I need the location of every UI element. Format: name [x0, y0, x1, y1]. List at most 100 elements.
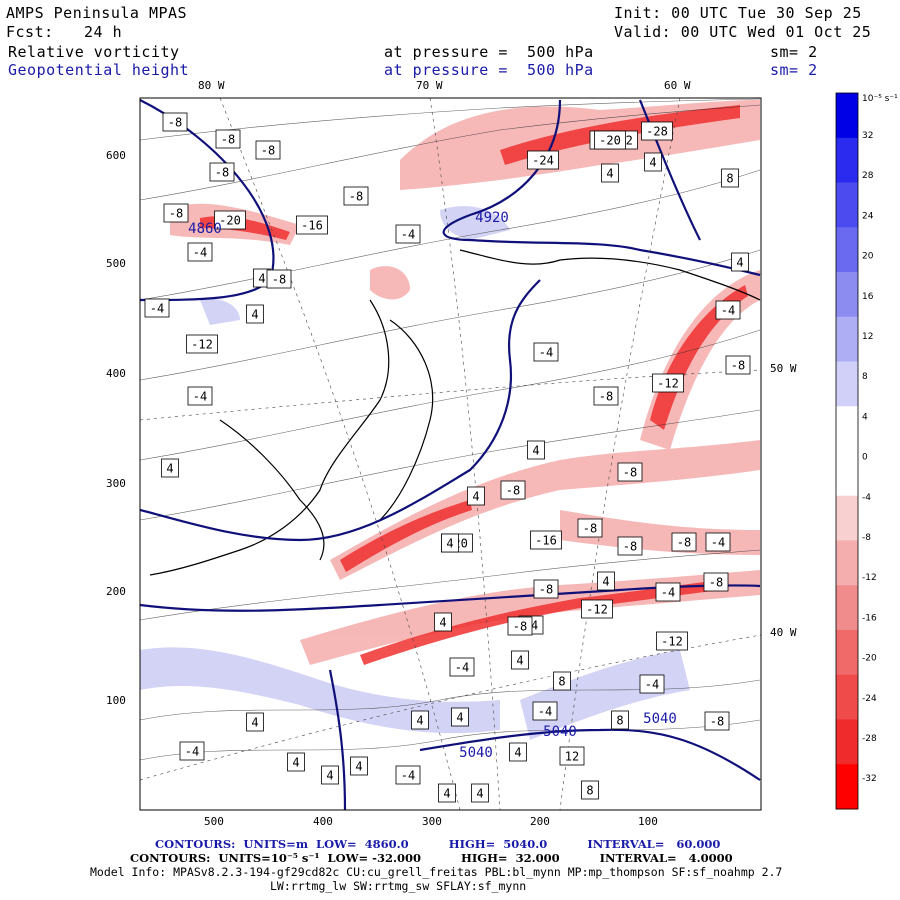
svg-text:-8: -8: [349, 190, 363, 204]
svg-text:-12: -12: [191, 338, 213, 352]
contour-label: -4: [187, 386, 213, 406]
svg-text:4: 4: [355, 760, 362, 774]
field1-name: Relative vorticity: [8, 43, 180, 61]
colorbar-swatch: [836, 764, 858, 810]
contour-label: -4: [532, 701, 558, 721]
colorbar-tick-label: 16: [862, 292, 874, 302]
svg-text:-16: -16: [535, 534, 557, 548]
svg-text:4: 4: [443, 787, 450, 801]
height-label: 4860: [188, 221, 222, 237]
y-tick-100: 100: [106, 694, 126, 707]
svg-text:-4: -4: [401, 228, 415, 242]
colorbar-swatch: [836, 585, 858, 631]
field1-smoothing: sm= 2: [770, 43, 818, 61]
contour-label: -20: [214, 210, 246, 230]
contour-label: 4: [246, 304, 264, 324]
contour-label: -4: [395, 765, 421, 785]
svg-text:-4: -4: [185, 745, 199, 759]
colorbar-swatch: [836, 495, 858, 541]
contour-label: 4: [511, 650, 529, 670]
colorbar-tick-label: 20: [862, 252, 874, 262]
contour-label: 4: [731, 252, 749, 272]
valid-time: Valid: 00 UTC Wed 01 Oct 25: [614, 23, 872, 41]
colorbar-tick-label: -16: [862, 613, 877, 623]
colorbar-swatch: [836, 719, 858, 765]
contour-label: -16: [530, 530, 562, 550]
contour-label: -16: [296, 215, 328, 235]
contour-label: -12: [186, 334, 218, 354]
colorbar-unit: 10⁻⁵ s⁻¹: [862, 94, 898, 104]
colorbar-tick-label: 24: [862, 211, 874, 221]
colorbar-tick-label: 12: [862, 332, 873, 342]
geopotential-contours: [140, 99, 761, 810]
contour-label: -8: [593, 386, 619, 406]
height-label: 5040: [543, 724, 577, 740]
svg-text:-4: -4: [721, 304, 735, 318]
svg-text:4: 4: [476, 787, 483, 801]
colorbar-tick-label: -24: [862, 694, 877, 704]
x-tick-500: 500: [204, 815, 224, 828]
contour-label: -4: [533, 342, 559, 362]
svg-text:-4: -4: [193, 390, 207, 404]
svg-text:-28: -28: [646, 125, 668, 139]
lon-label-70w: 70 W: [416, 79, 443, 92]
svg-text:4: 4: [446, 537, 453, 551]
contour-label: 4: [434, 612, 452, 632]
x-tick-400: 400: [313, 815, 333, 828]
contour-label: 4: [441, 533, 459, 553]
contour-label: -8: [703, 572, 729, 592]
contour-label: -4: [449, 657, 475, 677]
contour-label: -8: [671, 532, 697, 552]
lon-label-50w: 50 W: [770, 362, 797, 375]
contour-label: 4: [253, 268, 271, 288]
height-label: 5040: [643, 711, 677, 727]
contour-label: -8: [507, 616, 533, 636]
svg-text:-4: -4: [711, 536, 725, 550]
colorbar-tick-label: -12: [862, 573, 877, 583]
svg-text:4: 4: [736, 256, 743, 270]
contour-label: 4: [527, 440, 545, 460]
contour-label: -12: [581, 599, 613, 619]
colorbar-swatch: [836, 674, 858, 720]
coastline: [149, 249, 761, 576]
svg-text:4: 4: [439, 616, 446, 630]
svg-text:-8: -8: [623, 466, 637, 480]
contour-label: -8: [617, 536, 643, 556]
contour-label: 4: [411, 710, 429, 730]
svg-text:4: 4: [649, 156, 656, 170]
colorbar-tick-label: -28: [862, 734, 877, 744]
lon-label-80w: 80 W: [198, 79, 225, 92]
svg-text:-4: -4: [539, 346, 553, 360]
colorbar-tick-label: 4: [862, 412, 868, 422]
svg-text:-8: -8: [261, 144, 275, 158]
svg-text:8: 8: [726, 172, 733, 186]
contour-label: -4: [395, 224, 421, 244]
field2-name: Geopotential height: [8, 61, 190, 79]
svg-text:4: 4: [251, 308, 258, 322]
colorbar-swatch: [836, 451, 858, 497]
x-tick-200: 200: [530, 815, 550, 828]
y-tick-500: 500: [106, 257, 126, 270]
contour-label: -8: [343, 186, 369, 206]
contour-label: -4: [144, 298, 170, 318]
contour-label: 4: [471, 783, 489, 803]
contour-label: -28: [641, 121, 673, 141]
contour-labels: -8-8-8-20-16-8-8-44-8-44-8-4-12-8-4-1244…: [144, 112, 751, 803]
contour-label: -8: [577, 518, 603, 538]
contour-label: -12: [652, 373, 684, 393]
svg-text:4: 4: [602, 575, 609, 589]
graticule: [140, 98, 761, 810]
colorbar-swatch: [836, 182, 858, 228]
height-label: 5040: [459, 745, 493, 761]
svg-text:-8: -8: [623, 540, 637, 554]
contour-label: 4: [161, 458, 179, 478]
contour-label: -8: [500, 480, 526, 500]
colorbar-tick-label: 0: [862, 453, 868, 463]
svg-text:-4: -4: [150, 302, 164, 316]
fcst-value: 24 h: [84, 23, 123, 41]
colorbar-swatch: [836, 272, 858, 318]
contour-label: 12: [559, 746, 585, 766]
colorbar-tick-label: -4: [862, 493, 871, 503]
colorbar-swatch: [836, 93, 858, 139]
